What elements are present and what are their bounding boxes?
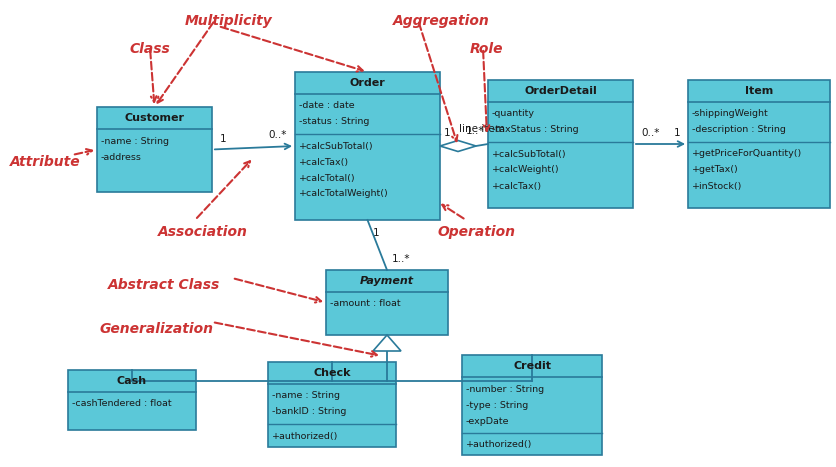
Text: line item: line item: [459, 124, 505, 134]
Text: 1: 1: [373, 228, 379, 238]
Text: Class: Class: [130, 42, 171, 56]
Bar: [268, 362, 396, 447]
Text: +calcTax(): +calcTax(): [299, 157, 349, 167]
Text: 1: 1: [220, 134, 227, 143]
Text: 1: 1: [444, 128, 451, 138]
Text: +inStock(): +inStock(): [692, 182, 742, 191]
Text: -status : String: -status : String: [299, 118, 370, 127]
Text: -shippingWeight: -shippingWeight: [692, 109, 769, 119]
Text: -quantity: -quantity: [492, 109, 535, 119]
Text: +calcTotalWeight(): +calcTotalWeight(): [299, 190, 389, 198]
Text: +getTax(): +getTax(): [692, 165, 739, 175]
Text: -type : String: -type : String: [466, 401, 528, 410]
Polygon shape: [440, 141, 476, 151]
Text: OrderDetail: OrderDetail: [524, 86, 597, 96]
Text: Aggregation: Aggregation: [393, 14, 490, 28]
Text: 1..*: 1..*: [392, 254, 410, 264]
Text: +calcTax(): +calcTax(): [492, 182, 542, 191]
Text: -cashTendered : float: -cashTendered : float: [72, 399, 171, 409]
Text: Order: Order: [349, 78, 385, 88]
Text: Attribute: Attribute: [10, 155, 80, 169]
Text: 0..*: 0..*: [268, 130, 287, 140]
Text: -number : String: -number : String: [466, 384, 544, 394]
Text: -description : String: -description : String: [692, 126, 786, 134]
Text: +calcSubTotal(): +calcSubTotal(): [299, 142, 374, 150]
Text: Generalization: Generalization: [100, 322, 214, 336]
Bar: [488, 80, 633, 208]
Text: Payment: Payment: [360, 276, 414, 286]
Text: -bankID : String: -bankID : String: [272, 408, 346, 417]
Text: Check: Check: [314, 368, 351, 378]
Text: 1: 1: [673, 128, 680, 138]
Text: +calcSubTotal(): +calcSubTotal(): [492, 149, 567, 158]
Text: -name : String: -name : String: [101, 136, 169, 146]
Text: Operation: Operation: [438, 225, 516, 239]
Bar: [326, 270, 448, 335]
Bar: [462, 355, 602, 455]
Text: Credit: Credit: [513, 361, 551, 371]
Text: +authorized(): +authorized(): [272, 432, 339, 440]
Text: +calcTotal(): +calcTotal(): [299, 174, 355, 183]
Text: +calcWeight(): +calcWeight(): [492, 165, 559, 175]
Text: +getPriceForQuantity(): +getPriceForQuantity(): [692, 149, 803, 158]
Bar: [97, 107, 212, 192]
Polygon shape: [373, 335, 401, 351]
Text: Abstract Class: Abstract Class: [108, 278, 220, 292]
Text: -amount : float: -amount : float: [330, 299, 400, 309]
Text: 1..*: 1..*: [466, 126, 484, 136]
Text: Item: Item: [745, 86, 773, 96]
Text: Multiplicity: Multiplicity: [185, 14, 273, 28]
Text: -date : date: -date : date: [299, 101, 354, 111]
Text: Customer: Customer: [125, 113, 185, 123]
Text: -taxStatus : String: -taxStatus : String: [492, 126, 579, 134]
Text: -address: -address: [101, 153, 142, 162]
Text: Role: Role: [470, 42, 503, 56]
Bar: [688, 80, 830, 208]
Text: Association: Association: [158, 225, 248, 239]
Text: -name : String: -name : String: [272, 391, 340, 401]
Text: Cash: Cash: [117, 376, 147, 386]
Text: +authorized(): +authorized(): [466, 440, 533, 450]
Bar: [295, 72, 440, 220]
Text: 0..*: 0..*: [641, 128, 660, 138]
Bar: [68, 370, 196, 430]
Text: -expDate: -expDate: [466, 417, 509, 425]
